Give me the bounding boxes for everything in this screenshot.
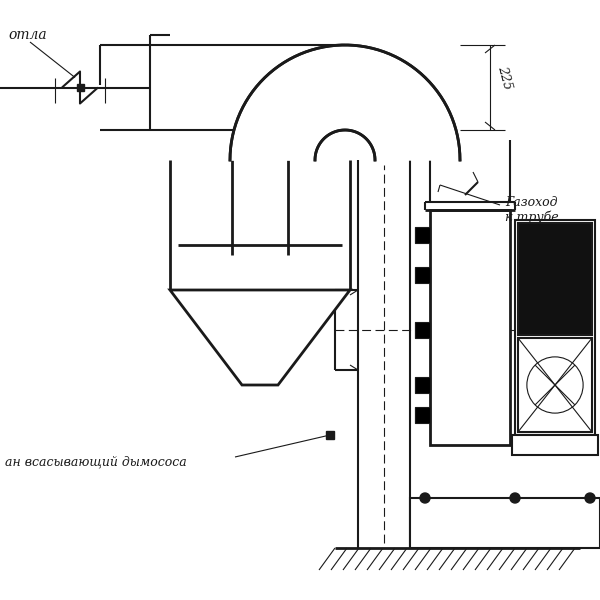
Bar	[415, 377, 430, 393]
Bar	[410, 498, 600, 548]
Bar	[77, 84, 83, 91]
Bar	[415, 322, 430, 338]
Bar	[518, 223, 592, 335]
Bar	[415, 267, 430, 283]
Text: отла: отла	[8, 28, 47, 42]
Text: ан всасывающий дымососа: ан всасывающий дымососа	[5, 455, 187, 469]
Circle shape	[510, 493, 520, 503]
Bar	[415, 407, 430, 423]
Text: 225: 225	[495, 64, 514, 91]
Polygon shape	[170, 290, 350, 385]
Text: Газоход
к трубе: Газоход к трубе	[505, 196, 559, 224]
Circle shape	[585, 493, 595, 503]
Bar	[518, 338, 592, 432]
Bar	[326, 431, 334, 439]
Bar	[512, 435, 598, 455]
Bar	[415, 227, 430, 243]
Bar	[430, 210, 510, 445]
Bar	[515, 220, 595, 435]
Polygon shape	[230, 45, 460, 160]
Circle shape	[420, 493, 430, 503]
